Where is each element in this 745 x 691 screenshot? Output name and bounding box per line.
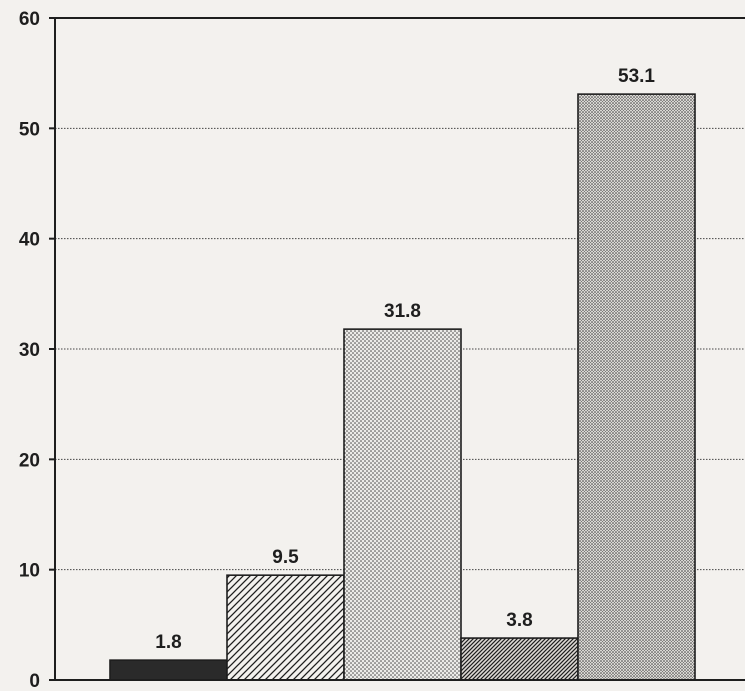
- y-tick-label: 60: [19, 9, 40, 30]
- bar: [577, 93, 696, 681]
- y-tick-label: 10: [19, 561, 40, 582]
- y-axis-ticks: 0 10 20 30 40 50 60: [19, 9, 40, 691]
- axes: [54, 17, 745, 681]
- y-tick-label: 40: [19, 230, 40, 251]
- data-label: 1.8: [155, 632, 181, 653]
- bar: [460, 637, 579, 681]
- bar: [343, 328, 462, 681]
- y-tick-label: 30: [19, 340, 40, 361]
- data-label: 31.8: [384, 301, 421, 322]
- data-labels: 1.8 9.5 31.8 3.8 53.1: [155, 66, 655, 653]
- y-tick-label: 20: [19, 450, 40, 471]
- bar: [226, 574, 345, 681]
- bar: [109, 659, 228, 681]
- data-label: 9.5: [272, 547, 299, 568]
- bars: [109, 93, 696, 681]
- y-tick-label: 50: [19, 119, 40, 140]
- data-label: 3.8: [506, 610, 532, 631]
- data-label: 53.1: [618, 66, 655, 87]
- y-tick-label: 0: [29, 671, 40, 691]
